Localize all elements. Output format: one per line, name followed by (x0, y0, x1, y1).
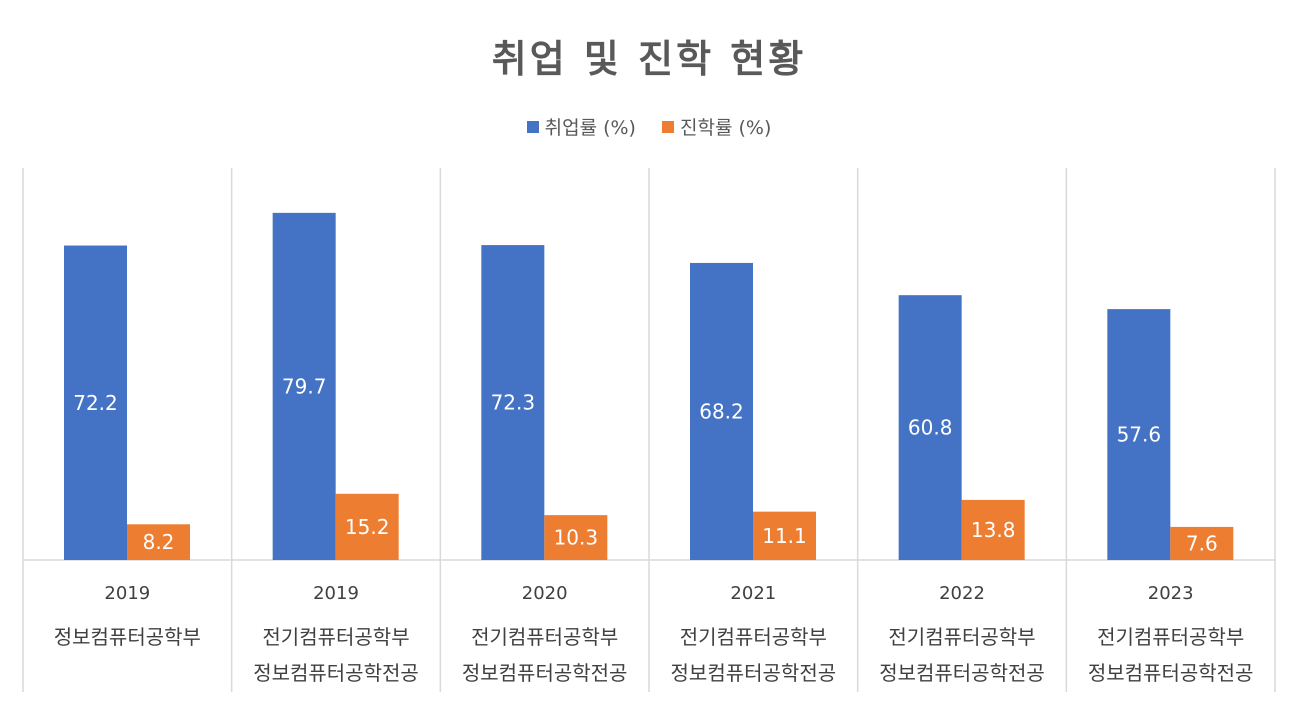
tick-label-dept: 전기컴퓨터공학부 (1097, 625, 1244, 649)
bar-employment (690, 262, 753, 560)
data-label: 8.2 (143, 530, 175, 554)
legend-label-employment: 취업률 (%) (544, 117, 636, 139)
tick-label-dept: 전기컴퓨터공학부 (888, 625, 1035, 649)
data-label: 15.2 (345, 515, 390, 539)
legend-item-further-study: 진학률 (%) (662, 113, 771, 140)
tick-label-dept: 정보컴퓨터공학전공 (671, 661, 837, 685)
bar-further-study (127, 524, 190, 560)
tick-label-year: 2023 (1148, 583, 1194, 604)
bar-further-study (961, 499, 1025, 560)
tick-label-dept: 정보컴퓨터공학전공 (253, 661, 419, 685)
data-label: 57.6 (1117, 423, 1162, 447)
data-label: 10.3 (554, 526, 599, 550)
bar-further-study (544, 515, 608, 560)
legend-swatch-employment (526, 120, 539, 133)
tick-label-dept: 정보컴퓨터공학부 (54, 625, 201, 649)
legend: 취업률 (%) 진학률 (%) (0, 113, 1298, 140)
data-label: 11.1 (762, 524, 807, 548)
legend-label-further-study: 진학률 (%) (680, 117, 772, 139)
data-label: 72.2 (73, 391, 118, 415)
data-label: 60.8 (908, 416, 953, 440)
tick-label-dept: 정보컴퓨터공학전공 (1088, 661, 1254, 685)
tick-label-dept: 전기컴퓨터공학부 (262, 625, 409, 649)
legend-swatch-further-study (662, 120, 675, 133)
bar-further-study (753, 511, 816, 560)
chart-title: 취업 및 진학 현황 (491, 37, 807, 81)
bar-employment (272, 212, 336, 560)
tick-label-dept: 전기컴퓨터공학부 (680, 625, 827, 649)
bar-further-study (1170, 526, 1234, 560)
tick-label-year: 2022 (939, 583, 985, 604)
data-label: 68.2 (699, 399, 744, 423)
tick-label-dept: 정보컴퓨터공학전공 (879, 661, 1045, 685)
tick-label-dept: 정보컴퓨터공학전공 (462, 661, 628, 685)
tick-label-year: 2020 (522, 583, 568, 604)
tick-label-dept: 전기컴퓨터공학부 (471, 625, 618, 649)
tick-label-year: 2021 (730, 583, 776, 604)
tick-label-year: 2019 (313, 583, 359, 604)
bar-employment (898, 295, 962, 560)
data-label: 72.3 (491, 391, 536, 415)
data-label: 79.7 (282, 374, 327, 398)
legend-item-employment: 취업률 (%) (526, 113, 636, 140)
bar-employment (481, 245, 545, 561)
bar-employment (64, 245, 127, 561)
bar-employment (1107, 309, 1171, 560)
data-label: 7.6 (1186, 531, 1218, 555)
tick-label-year: 2019 (104, 583, 150, 604)
data-label: 13.8 (971, 518, 1016, 542)
bar-further-study (335, 493, 399, 560)
